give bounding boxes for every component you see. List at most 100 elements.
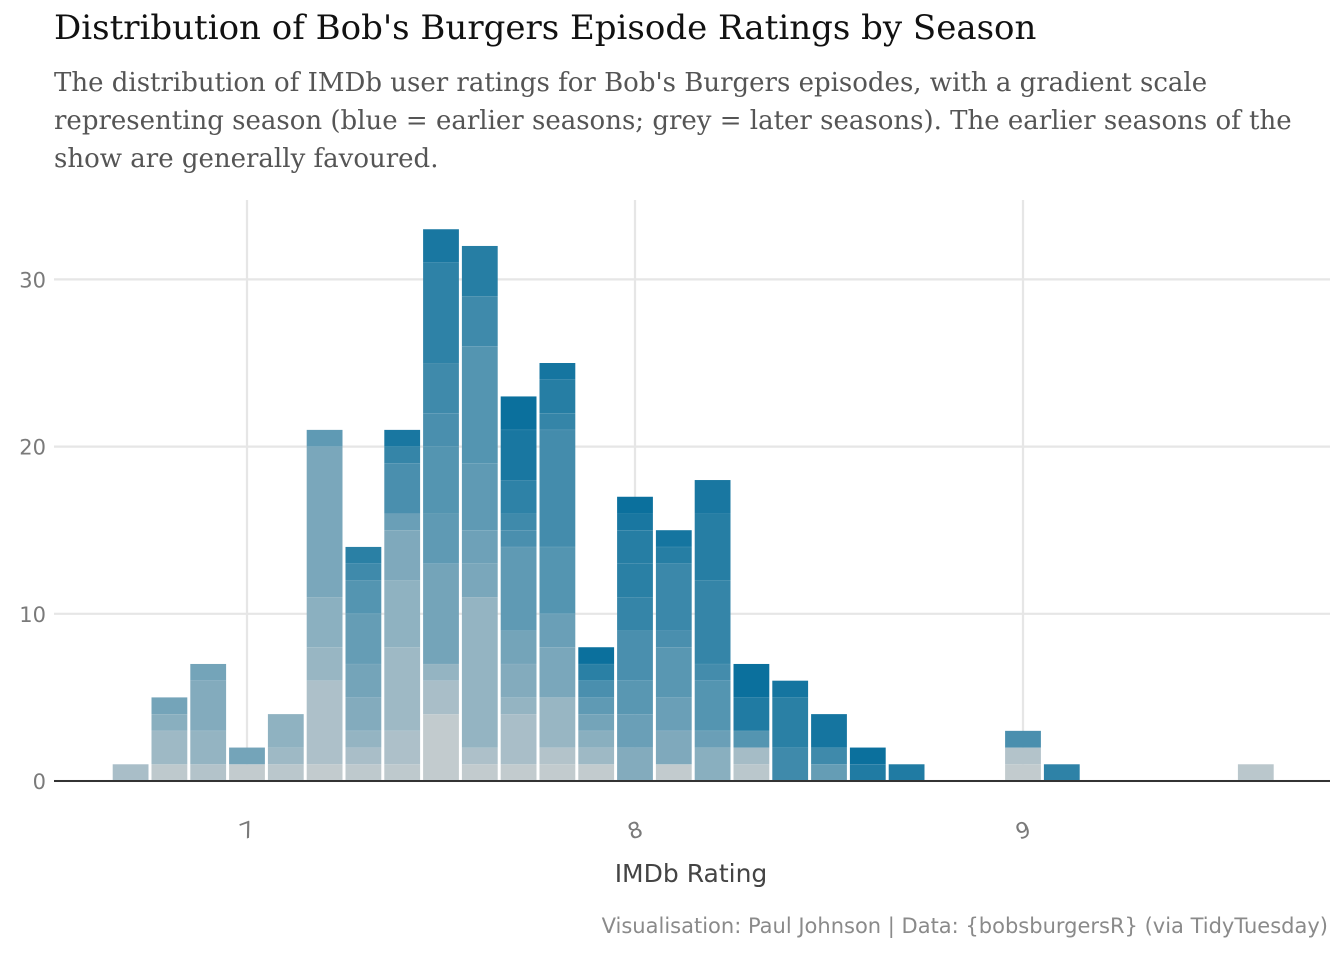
bar-segment	[500, 663, 537, 698]
y-tick-label: 20	[19, 436, 46, 460]
bar-segment	[539, 764, 576, 781]
bar-segment	[461, 463, 498, 531]
bar	[500, 396, 537, 781]
bar-segment	[500, 513, 537, 531]
bar-segment	[423, 262, 459, 363]
bar-segment	[539, 429, 576, 547]
bar-segment	[539, 613, 576, 648]
x-tick-label: 7	[237, 817, 259, 845]
bar-segment	[229, 764, 265, 781]
bar-segment	[617, 714, 653, 748]
bar-segment	[772, 697, 809, 748]
bar	[229, 747, 265, 781]
bar-segment	[345, 730, 382, 748]
bar-segment	[461, 563, 498, 598]
bar-segment	[617, 630, 653, 681]
bar-segment	[539, 546, 576, 614]
y-tick-label: 0	[33, 770, 46, 794]
bar	[772, 680, 809, 781]
bar-segment	[190, 764, 227, 781]
bar-segment	[849, 764, 886, 781]
bar-segment	[578, 663, 615, 681]
bar-segment	[151, 714, 188, 731]
bar-segment	[539, 379, 576, 414]
bar-segment	[811, 764, 847, 781]
bar-segment	[151, 697, 188, 715]
bar-segment	[1237, 764, 1274, 781]
bar	[112, 764, 149, 781]
bar-segment	[461, 597, 498, 748]
bar-segment	[655, 764, 692, 781]
bar-segment	[1005, 764, 1041, 781]
bar-segment	[772, 680, 809, 698]
bar-segment	[384, 730, 421, 765]
bar-segment	[384, 530, 421, 581]
bar	[694, 480, 731, 781]
bar	[1005, 730, 1041, 781]
bar-segment	[306, 429, 343, 447]
bar-segment	[733, 730, 770, 748]
bar-segment	[190, 663, 227, 681]
bar-segment	[617, 496, 653, 514]
bar-segment	[655, 563, 692, 631]
bar-segment	[694, 513, 731, 581]
bars-layer	[112, 229, 1274, 781]
bar-segment	[694, 480, 731, 514]
bar-segment	[461, 530, 498, 564]
y-axis-ticks: 0 10 20 30	[19, 268, 46, 794]
bar-segment	[578, 647, 615, 664]
bar-segment	[733, 747, 770, 765]
bar-segment	[694, 580, 731, 664]
bar-segment	[461, 747, 498, 765]
bar-segment	[888, 764, 925, 781]
bar	[461, 245, 498, 781]
bar-segment	[694, 730, 731, 748]
bar	[539, 363, 576, 781]
bar-segment	[617, 747, 653, 781]
bar	[306, 429, 343, 781]
bar-segment	[617, 530, 653, 564]
bar-segment	[345, 747, 382, 765]
bar-segment	[500, 480, 537, 514]
bar-segment	[345, 580, 382, 614]
bar-segment	[500, 396, 537, 430]
bar-segment	[1005, 747, 1041, 765]
bar-segment	[500, 764, 537, 781]
bar-segment	[1043, 764, 1080, 781]
bar-segment	[423, 663, 459, 681]
bar-segment	[345, 697, 382, 731]
bar-segment	[500, 697, 537, 715]
bar-segment	[423, 513, 459, 564]
x-axis-label: IMDb Rating	[615, 859, 768, 888]
bar-segment	[772, 747, 809, 781]
bar-segment	[190, 680, 227, 731]
bar-segment	[539, 697, 576, 748]
bar	[345, 546, 382, 781]
bar-segment	[539, 747, 576, 765]
bar-segment	[306, 597, 343, 648]
bar-segment	[617, 680, 653, 715]
bar-segment	[655, 546, 692, 564]
bar-segment	[151, 730, 188, 765]
bar-segment	[1005, 730, 1041, 748]
bar-segment	[733, 764, 770, 781]
bar	[849, 747, 886, 781]
bar-segment	[267, 714, 304, 748]
bar-segment	[578, 747, 615, 765]
bar-segment	[461, 346, 498, 464]
x-axis-ticks: 7 8 9	[237, 817, 1035, 845]
bar-segment	[306, 680, 343, 765]
bar-segment	[345, 764, 382, 781]
bar-segment	[539, 647, 576, 698]
bar-segment	[461, 764, 498, 781]
bar-segment	[267, 747, 304, 765]
bar-segment	[500, 714, 537, 765]
bar-segment	[578, 697, 615, 715]
bar	[267, 714, 304, 781]
bar-segment	[500, 630, 537, 664]
bar-segment	[306, 446, 343, 598]
bar-segment	[578, 764, 615, 781]
bar-segment	[694, 680, 731, 731]
bar-segment	[655, 730, 692, 765]
